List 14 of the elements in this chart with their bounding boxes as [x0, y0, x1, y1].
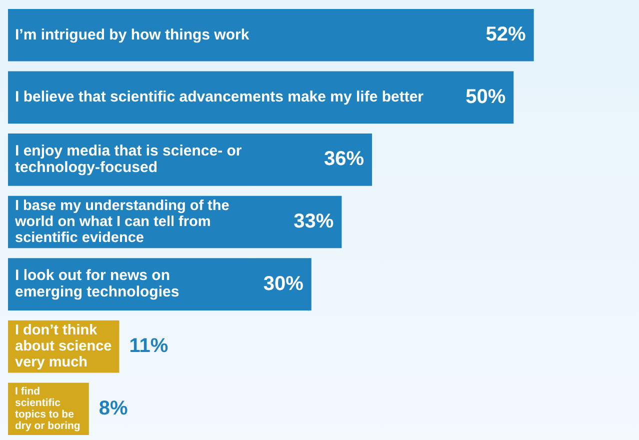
y-tick-label: I enjoy media that is science- or technology-focused [15, 142, 242, 176]
y-tick-label: I believe that scientific advancements make my life better [15, 88, 424, 106]
data-label: 30% [263, 272, 304, 295]
y-tick-label: I look out for news on emerging technologies [15, 267, 180, 301]
data-label: 33% [294, 210, 334, 233]
data-label: 52% [486, 24, 526, 46]
y-tick-label: I don’t think about science very much [15, 322, 112, 371]
y-tick-label: I base my understanding of the world on what I can tell from scientific evidence [14, 198, 230, 246]
y-tick-label: I find scientific topics to be dry or boring [15, 385, 80, 432]
data-label: 36% [324, 148, 364, 170]
y-tick-label: I’m intrigued by how things work [15, 26, 250, 44]
data-label: 8% [98, 397, 128, 420]
data-label: 11% [129, 335, 168, 358]
data-label: 50% [466, 86, 506, 108]
